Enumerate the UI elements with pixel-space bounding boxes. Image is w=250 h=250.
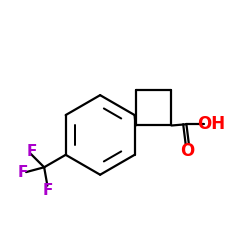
Text: O: O — [180, 142, 195, 160]
Text: F: F — [27, 144, 38, 158]
Text: OH: OH — [197, 115, 225, 133]
Text: F: F — [43, 182, 53, 198]
Text: F: F — [18, 164, 28, 180]
